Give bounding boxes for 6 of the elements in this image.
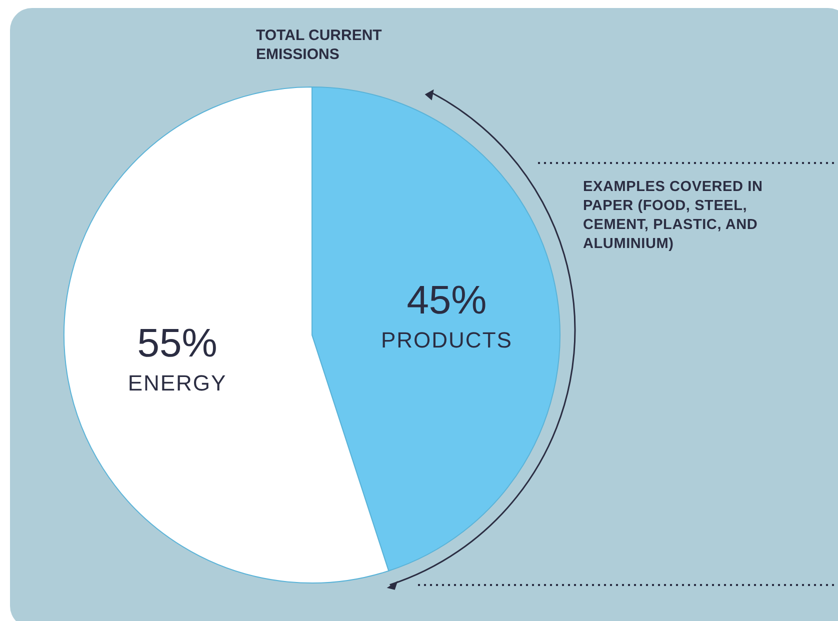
data-label: 45% [406, 278, 487, 323]
slice-label: ENERGY [128, 370, 227, 396]
chart-title: TOTAL CURRENT EMISSIONS [256, 26, 383, 64]
text: EXAMPLES COVERED IN PAPER (FOOD, STEEL, CEMENT, PLASTIC, AND ALUMINIUM) [583, 178, 764, 254]
slice-label: PRODUCTS [380, 328, 512, 353]
data-label: 55% [137, 321, 218, 366]
